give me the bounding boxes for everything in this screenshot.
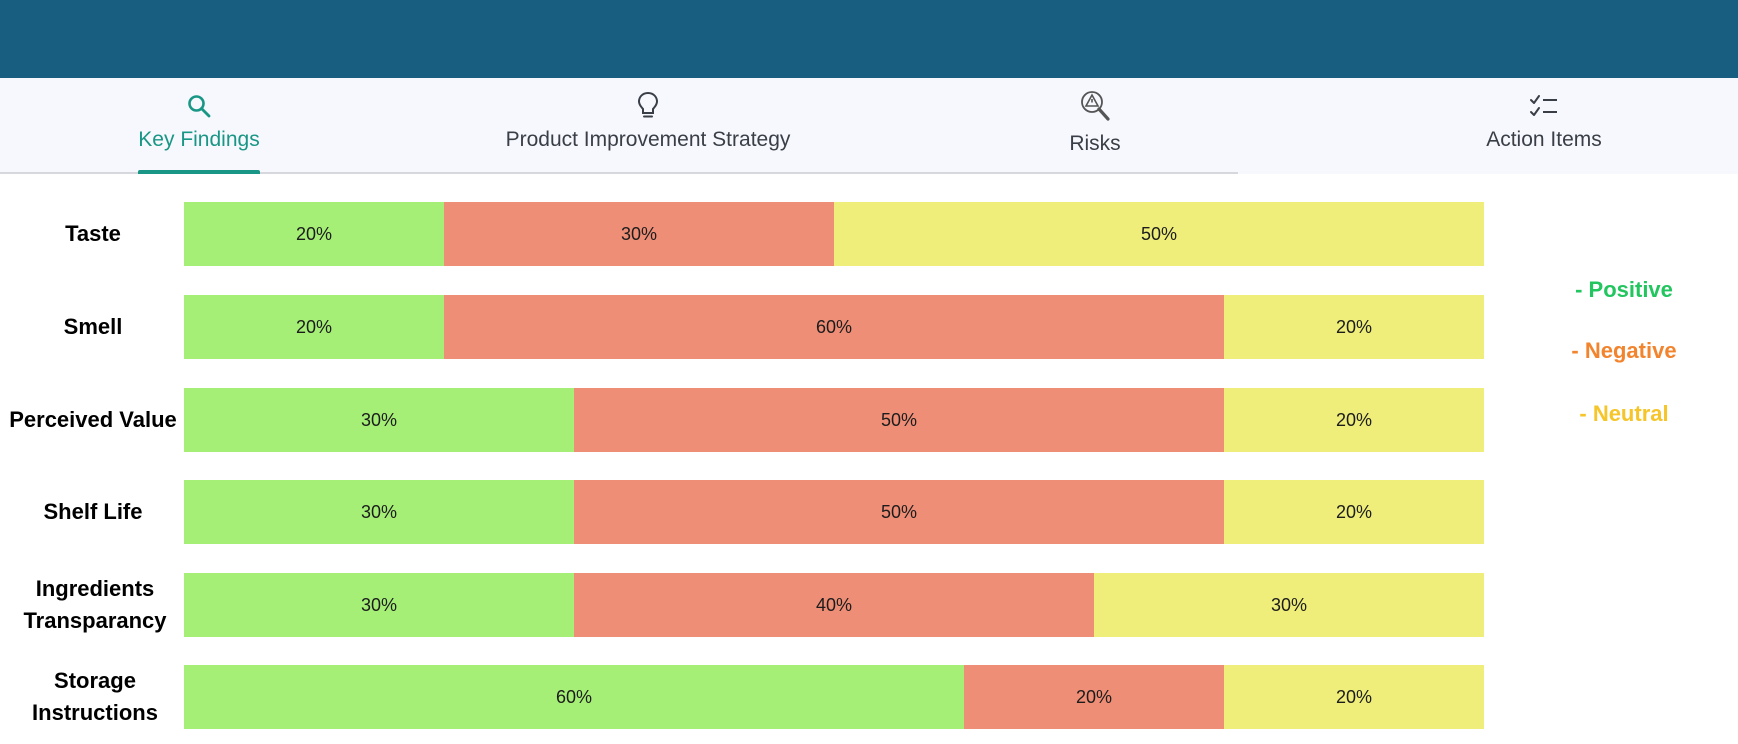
lightbulb-icon <box>636 90 660 122</box>
data-label: 20% <box>1075 686 1113 707</box>
data-label: 50% <box>880 409 918 430</box>
bar-segment-negative: 40% <box>574 573 1094 637</box>
tab-risks[interactable]: Risks <box>1060 78 1130 174</box>
bar-segment-neutral: 50% <box>834 202 1484 266</box>
row-label: Perceived Value <box>9 407 177 432</box>
bar-segment-positive: 20% <box>184 295 444 359</box>
data-label: 20% <box>295 316 333 337</box>
stacked-bar: 30% 50% 20% <box>184 480 1484 544</box>
data-label: 50% <box>880 501 918 522</box>
tab-action-items-label: Action Items <box>1486 128 1602 151</box>
risk-analysis-icon <box>1079 90 1111 122</box>
bar-segment-positive: 30% <box>184 388 574 452</box>
tab-key-findings-label: Key Findings <box>138 128 260 151</box>
bar-segment-positive: 60% <box>184 665 964 729</box>
data-label: 20% <box>1335 501 1373 522</box>
search-icon <box>186 90 212 122</box>
bar-segment-negative: 20% <box>964 665 1224 729</box>
stacked-bar: 30% 50% 20% <box>184 388 1484 452</box>
bar-segment-negative: 60% <box>444 295 1224 359</box>
data-label: 30% <box>1270 594 1308 615</box>
stacked-bar: 20% 30% 50% <box>184 202 1484 266</box>
data-label: 50% <box>1140 223 1178 244</box>
data-label: 40% <box>815 594 853 615</box>
tab-risks-label: Risks <box>1069 132 1121 155</box>
tab-key-findings[interactable]: Key Findings <box>138 78 260 174</box>
header-bar <box>0 0 1738 78</box>
bar-segment-neutral: 20% <box>1224 388 1484 452</box>
bar-segment-neutral: 20% <box>1224 480 1484 544</box>
legend-positive: - Positive <box>1575 277 1673 302</box>
data-label: 30% <box>360 594 398 615</box>
legend-neutral: - Neutral <box>1579 401 1669 426</box>
row-label: Storage Instructions <box>32 668 158 725</box>
bar-segment-negative: 30% <box>444 202 834 266</box>
bar-segment-positive: 30% <box>184 480 574 544</box>
tab-bar <box>0 78 1738 174</box>
stacked-bar: 30% 40% 30% <box>184 573 1484 637</box>
stacked-bar: 20% 60% 20% <box>184 295 1484 359</box>
legend-negative: - Negative <box>1571 338 1677 363</box>
data-label: 60% <box>555 686 593 707</box>
data-label: 30% <box>620 223 658 244</box>
tab-product-improvement-strategy-label: Product Improvement Strategy <box>505 128 791 151</box>
data-label: 60% <box>815 316 853 337</box>
data-label: 20% <box>1335 316 1373 337</box>
tab-product-improvement-strategy[interactable]: Product Improvement Strategy <box>498 78 798 174</box>
row-label: Ingredients Transparancy <box>23 576 167 633</box>
bar-segment-neutral: 20% <box>1224 295 1484 359</box>
checklist-icon <box>1529 90 1559 122</box>
tab-bar-divider <box>0 172 1238 174</box>
bar-segment-positive: 20% <box>184 202 444 266</box>
bar-segment-positive: 30% <box>184 573 574 637</box>
bar-segment-neutral: 20% <box>1224 665 1484 729</box>
data-label: 20% <box>1335 409 1373 430</box>
data-label: 30% <box>360 501 398 522</box>
data-label: 20% <box>295 223 333 244</box>
bar-segment-negative: 50% <box>574 388 1224 452</box>
bar-segment-neutral: 30% <box>1094 573 1484 637</box>
row-label: Shelf Life <box>43 499 143 524</box>
row-label: Smell <box>63 314 123 339</box>
row-label: Taste <box>65 221 121 246</box>
tab-action-items[interactable]: Action Items <box>1470 78 1618 174</box>
stacked-bar: 60% 20% 20% <box>184 665 1484 729</box>
active-tab-indicator <box>138 170 260 174</box>
data-label: 20% <box>1335 686 1373 707</box>
data-label: 30% <box>360 409 398 430</box>
bar-segment-negative: 50% <box>574 480 1224 544</box>
